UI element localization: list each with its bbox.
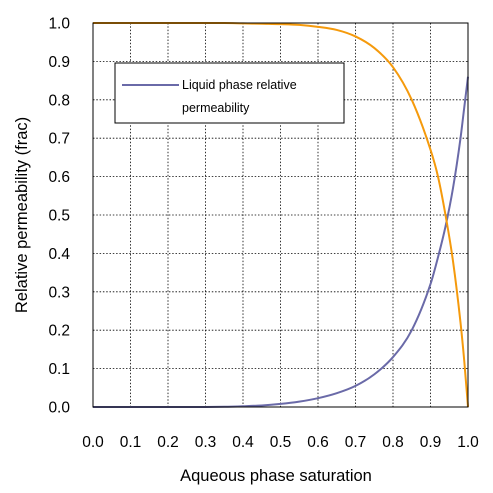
- y-tick-label: 0.3: [48, 284, 70, 301]
- y-tick-label: 0.2: [48, 323, 70, 340]
- x-tick-label: 1.0: [457, 434, 479, 451]
- y-tick-label: 0.8: [48, 92, 70, 109]
- x-tick-label: 0.8: [382, 434, 404, 451]
- x-tick-label: 0.4: [232, 434, 254, 451]
- legend-box: [114, 62, 345, 124]
- legend-label-line2: permeability: [182, 101, 250, 115]
- x-tick-label: 0.0: [82, 434, 104, 451]
- y-tick-label: 0.1: [48, 361, 70, 378]
- plot-area-frame: [92, 22, 469, 408]
- x-tick-label: 0.6: [307, 434, 329, 451]
- x-tick-label: 0.7: [345, 434, 367, 451]
- x-tick-label: 0.3: [195, 434, 217, 451]
- y-tick-labels: 0.0 0.1 0.2 0.3 0.4 0.5 0.6 0.7 0.8 0.9 1.0: [48, 16, 70, 417]
- x-axis-title: Aqueous phase saturation: [180, 467, 372, 485]
- legend-label-line1: Liquid phase relative: [182, 78, 297, 92]
- y-tick-label: 0.6: [48, 169, 70, 186]
- x-tick-label: 0.2: [157, 434, 179, 451]
- x-tick-label: 0.5: [270, 434, 292, 451]
- y-tick-label: 0.5: [48, 208, 70, 225]
- y-tick-label: 0.9: [48, 54, 70, 71]
- y-tick-label: 0.7: [48, 131, 70, 148]
- legend: Liquid phase relative permeability: [114, 62, 345, 124]
- y-tick-label: 0.0: [48, 400, 70, 417]
- x-tick-labels: 0.0 0.1 0.2 0.3 0.4 0.5 0.6 0.7 0.8 0.9 1.0: [82, 434, 479, 451]
- y-tick-label: 0.4: [48, 246, 70, 263]
- y-axis-title: Relative permeability (frac): [13, 117, 31, 313]
- x-tick-label: 0.9: [420, 434, 442, 451]
- liquid-phase-relative-permeability-line: [92, 76, 469, 409]
- y-tick-label: 1.0: [48, 16, 70, 33]
- x-tick-label: 0.1: [120, 434, 142, 451]
